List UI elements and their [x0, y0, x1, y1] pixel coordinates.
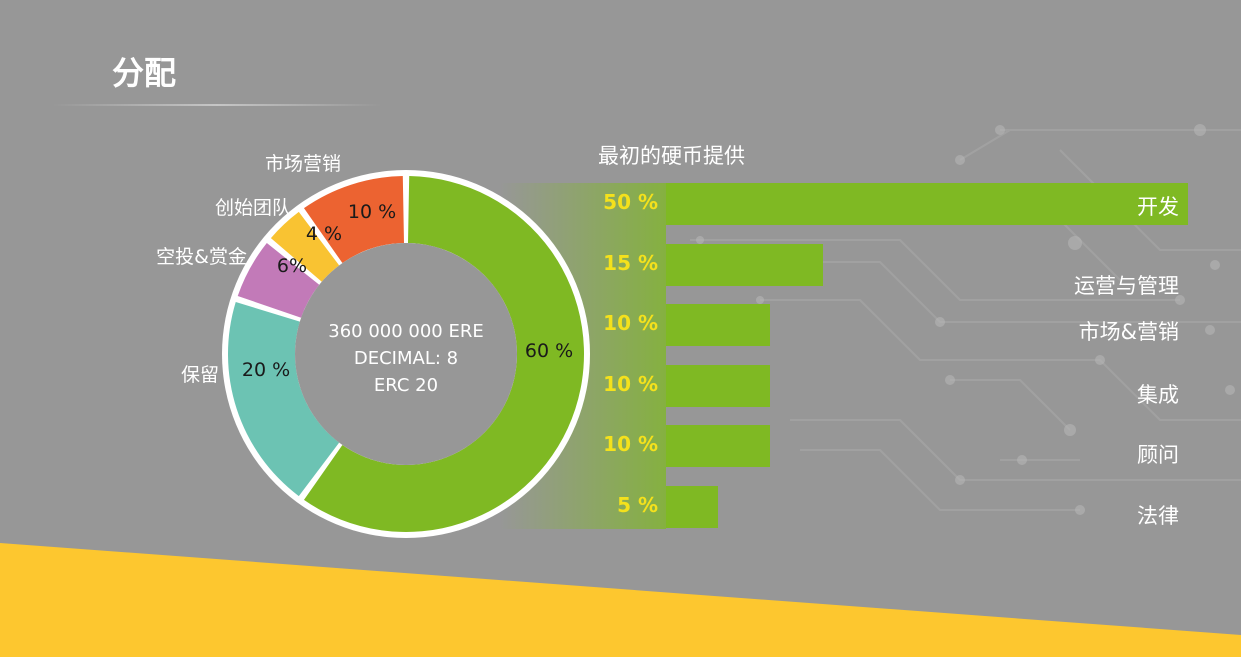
- bar-2: [666, 304, 771, 346]
- bar-4: [666, 425, 771, 467]
- donut-value-2: 6%: [277, 255, 307, 277]
- bar-category-1: 运营与管理: [1074, 273, 1179, 298]
- donut-chart: [227, 176, 584, 532]
- donut-label-airdrop: 空投&赏金: [156, 246, 247, 268]
- circuit-nodes: [696, 124, 1235, 515]
- bar-category-3: 集成: [1137, 382, 1179, 407]
- bar-5: [666, 485, 719, 528]
- title-underline: [52, 104, 382, 106]
- donut-label-founders: 创始团队: [214, 197, 291, 219]
- donut-center-text: 360 000 000 ERE DECIMAL: 8 ERC 20: [306, 318, 506, 399]
- donut-slice-0: [303, 176, 584, 532]
- yellow-stripe: [0, 543, 1241, 657]
- bar-chart-title: 最初的硬币提供: [598, 144, 745, 168]
- token-standard: ERC 20: [373, 375, 439, 396]
- donut-hole: [295, 243, 517, 465]
- bar-3: [666, 364, 771, 407]
- donut-value-3: 4 %: [306, 223, 342, 245]
- donut-value-0: 60 %: [525, 340, 573, 362]
- donut-slice-4: [303, 176, 405, 264]
- bar-1: [666, 243, 823, 286]
- bar-category-4: 顾问: [1137, 443, 1179, 467]
- donut-slice-2: [237, 243, 320, 318]
- page-title: 分配: [112, 54, 177, 92]
- bar-value-3: 10 %: [603, 371, 658, 396]
- donut-value-1: 20 %: [242, 359, 290, 381]
- bar-value-1: 15 %: [603, 250, 658, 275]
- donut-slice-1: [227, 302, 340, 497]
- bar-value-0: 50 %: [603, 190, 658, 214]
- donut-value-labels: 60 % 20 % 6% 4 % 10 %: [242, 201, 573, 381]
- bar-category-0: 开发: [1137, 195, 1179, 219]
- donut-value-4: 10 %: [348, 201, 396, 223]
- decimal-info: DECIMAL: 8: [353, 348, 459, 369]
- donut-label-marketing: 市场营销: [264, 153, 341, 175]
- donut-label-reserve: 保留: [180, 364, 219, 386]
- bar-category-2: 市场&营销: [1078, 320, 1179, 344]
- bar-category-5: 法律: [1137, 503, 1179, 528]
- bar-0: [666, 183, 1188, 225]
- bar-value-2: 10 %: [603, 311, 658, 335]
- donut-slice-3: [270, 211, 340, 282]
- bar-value-5: 5 %: [617, 492, 658, 517]
- bar-value-4: 10 %: [603, 432, 658, 456]
- total-supply: 360 000 000 ERE: [328, 321, 484, 342]
